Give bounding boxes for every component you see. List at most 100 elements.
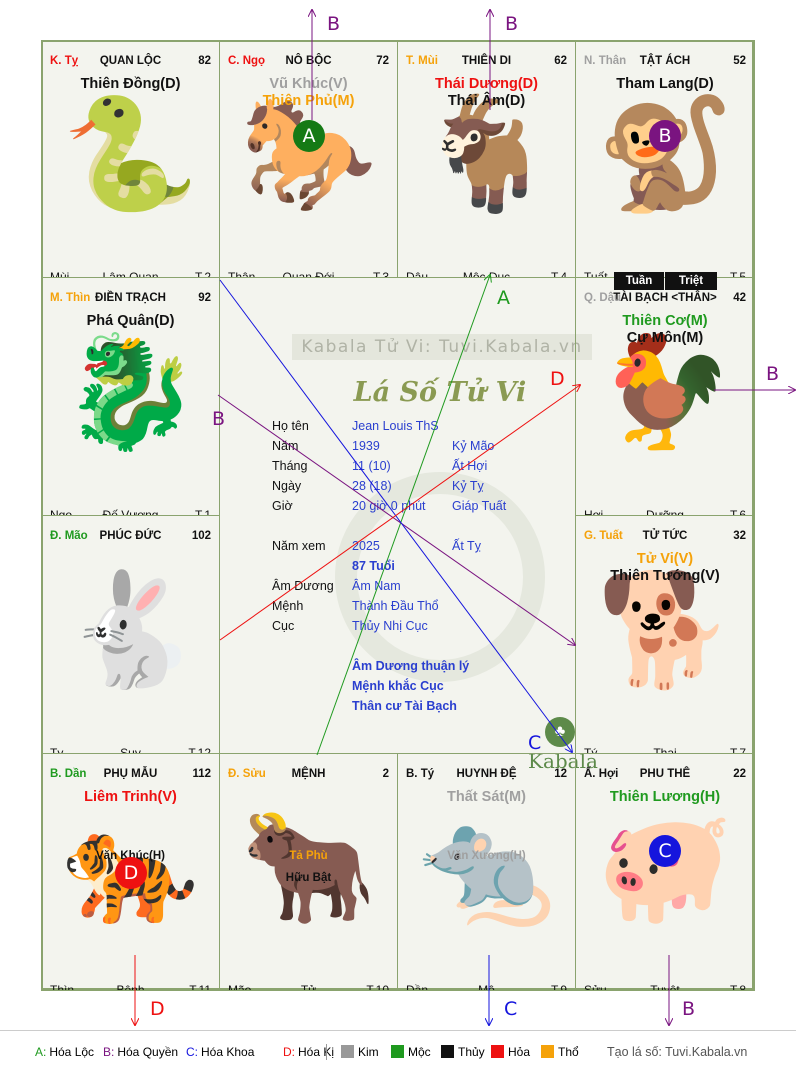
legend-key: A: <box>35 1045 47 1059</box>
age-label: T.12 <box>188 746 211 754</box>
palace-name: MỆNH <box>291 768 326 780</box>
info-label: Cục <box>272 619 295 633</box>
stem-branch-label: Đ. Mão <box>50 530 88 542</box>
branch-label: Mùi <box>50 270 70 278</box>
legend-element-0: Kim <box>341 1045 379 1059</box>
legend-swatch <box>441 1045 454 1058</box>
life-stage-label: Tử <box>300 983 317 991</box>
life-stage-label: Trường Sinh <box>584 270 746 277</box>
arrow-label-top-2: B <box>505 13 518 35</box>
stem-branch-label: G. Tuất <box>584 530 623 542</box>
info-value: 20 giờ 0 phút <box>352 499 426 513</box>
main-star: Phá Quân(D) <box>86 313 175 329</box>
legend-swatch <box>541 1045 554 1058</box>
stem-branch-label: Q. Dậu <box>584 292 622 304</box>
stem-branch-label: Ấ. Hợi <box>584 768 619 780</box>
palace-cell-thin[interactable]: 🐉 ĐIỀN TRẠCH M. Thìn 92 Phá Quân(D) Ngọ Đế Vượ… <box>41 277 220 516</box>
info-value-can-chi: Ất Hợi <box>452 459 488 473</box>
branch-label: Mão <box>228 983 252 991</box>
palace-cell-tuat[interactable]: 🐕 TỬ TỨC G. Tuất 32 Tử Vi(V) Thiên Tướng(V) Tý… <box>575 515 755 754</box>
main-star: Thiên Cơ(M) <box>622 313 708 329</box>
branch-label: Sửu <box>584 983 607 991</box>
arrow-label-bottom-3: B <box>682 998 695 1020</box>
life-stage-label: Thai <box>653 746 677 754</box>
branch-label: Tuất <box>584 270 608 278</box>
palace-cell-ngo[interactable]: 🐎 NÔ BỘC C. Ngọ 72 Vũ Khúc(V) Thiên Phủ(M) Thâ… <box>219 40 398 278</box>
info-value: 11 (10) <box>352 459 391 473</box>
age-label: T.7 <box>729 746 746 754</box>
arrow-label-right: B <box>766 363 779 385</box>
branch-label: Thân <box>228 270 256 278</box>
center-info-panel: Kabala Tử Vi: Tuvi.Kabala.vn Lá Số Tử Vi… <box>262 319 618 795</box>
stem-branch-label: M. Thìn <box>50 292 91 304</box>
palace-cell-ty[interactable]: 🐍 QUAN LỘC K. Tỵ 82 Thiên Đồng(D) Mùi Lâm Quan… <box>41 40 220 278</box>
info-label: Mệnh <box>272 599 304 613</box>
info-value-can-chi: Kỷ Mão <box>452 439 495 453</box>
palace-cell-suu[interactable]: 🐂 MỆNH Đ. Sửu 2 Tả Phù Hữu Bật Mão Tử T.10 <box>219 753 398 991</box>
palace-cell-mao[interactable]: 🐇 PHÚC ĐỨC Đ. Mão 102 Tỵ Suy T.12 <box>41 515 220 754</box>
secondary-star: Văn Khúc(H) <box>96 850 165 862</box>
main-star: Thái Dương(D) <box>435 76 538 92</box>
note-line: Thân cư Tài Bạch <box>352 699 457 713</box>
life-stage-label: Tuyệt <box>650 983 680 991</box>
life-stage-label: Bệnh <box>116 983 145 991</box>
note-line: Âm Dương thuận lý <box>352 659 470 673</box>
life-stage-label: Mộ <box>478 983 495 991</box>
palace-number: 42 <box>733 292 746 304</box>
legend-element-3: Hỏa <box>491 1045 530 1059</box>
branch-label: Ngọ <box>50 508 73 516</box>
palace-name: THIÊN DI <box>461 55 512 67</box>
palace-cell-hoi[interactable]: 🐖 PHU THÊ Ấ. Hợi 22 Thiên Lương(H) Sửu Tuyệt T.… <box>575 753 755 991</box>
palace-number: 32 <box>733 530 746 542</box>
legend-element-1: Mộc <box>391 1045 431 1059</box>
legend-swatch <box>391 1045 404 1058</box>
legend-transform-2: C: Hóa Khoa <box>186 1045 254 1059</box>
legend-swatch <box>341 1045 354 1058</box>
palace-cell-dau[interactable]: 🐓 TÀI BẠCH <THÂN> Q. Dậu 42 Thiên Cơ(M) Cự Mô… <box>575 277 755 516</box>
info-value: 2025 <box>352 539 380 553</box>
branch-label: Dậu <box>406 270 429 278</box>
chart-title: Lá Số Tử Vi <box>353 377 527 408</box>
age-label: T.9 <box>550 983 567 991</box>
legend-transform-1: B: Hóa Quyền <box>103 1045 178 1059</box>
palace-cell-mui[interactable]: 🐐 THIÊN DI T. Mùi 62 Thái Dương(D) Thái Âm(D)… <box>397 40 576 278</box>
info-label: Âm Dương <box>272 579 334 593</box>
stem-branch-label: B. Tý <box>406 768 435 780</box>
suu-zodiac-icon: 🐂 <box>240 802 377 931</box>
age-label: T.11 <box>189 983 211 991</box>
palace-number: 52 <box>733 55 746 67</box>
info-label: Giờ <box>272 499 293 513</box>
tuat-zodiac-icon: 🐕 <box>596 565 734 694</box>
info-value: 28 (18) <box>352 479 392 493</box>
palace-cell-ti[interactable]: 🐀 HUYNH ĐỆ B. Tý 12 Thất Sát(M) Văn Xương(H) D… <box>397 753 576 991</box>
life-stage-label: Mộc Dục <box>462 270 511 278</box>
tag-triet: Triệt <box>665 272 717 290</box>
life-stage-label: Quan Đới <box>282 270 335 278</box>
mui-zodiac-icon: 🐐 <box>418 89 555 218</box>
legend-element-4: Thổ <box>541 1045 579 1059</box>
info-label: Năm <box>272 439 299 453</box>
age-label: T.4 <box>550 270 567 278</box>
palace-number: 102 <box>191 530 211 542</box>
tag-tuan: Tuần <box>614 272 664 290</box>
site-credit[interactable]: Tạo lá số: Tuvi.Kabala.vn <box>607 1045 748 1059</box>
life-stage-label: Đế Vượng <box>102 508 159 516</box>
stem-branch-label: N. Thân <box>584 55 627 67</box>
age-label: T.2 <box>194 270 211 278</box>
info-value: Thủy Nhị Cục <box>352 619 428 633</box>
age-label: T.3 <box>372 270 389 278</box>
main-star: Vũ Khúc(V) <box>269 76 348 92</box>
info-label: Năm xem <box>272 539 326 553</box>
palace-name: HUYNH ĐỆ <box>456 768 517 780</box>
palace-number: 22 <box>733 768 746 780</box>
transform-badge-d: D <box>115 857 147 889</box>
palace-cell-than[interactable]: 🐒 TẬT ÁCH N. Thân 52 Tham Lang(D) TuấtTrường … <box>575 40 755 278</box>
info-label: Họ tên <box>272 419 309 433</box>
dau-zodiac-icon: 🐓 <box>596 327 734 456</box>
ti-zodiac-icon: 🐀 <box>418 802 555 931</box>
info-value: 87 Tuổi <box>352 559 395 573</box>
palace-name: TỬ TỨC <box>642 530 688 542</box>
info-value: Jean Louis ThS <box>352 419 439 433</box>
palace-name: PHỤ MẪU <box>103 768 158 780</box>
